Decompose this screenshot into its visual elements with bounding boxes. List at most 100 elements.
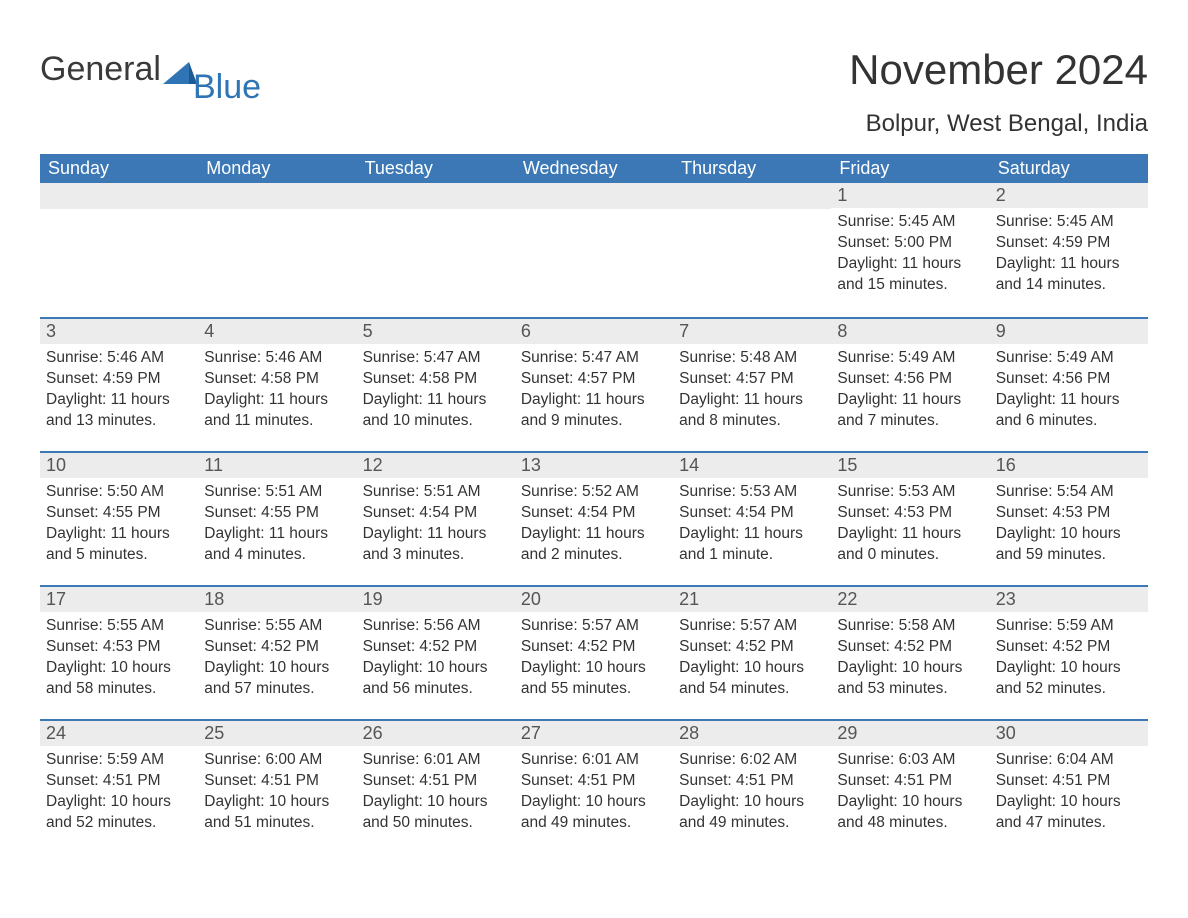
sunrise-text: Sunrise: 5:54 AM: [996, 482, 1142, 503]
daylight-text: Daylight: 10 hours and 54 minutes.: [679, 658, 825, 700]
calendar-day-cell: 20Sunrise: 5:57 AMSunset: 4:52 PMDayligh…: [515, 585, 673, 719]
day-details: Sunrise: 5:57 AMSunset: 4:52 PMDaylight:…: [515, 612, 673, 706]
daylight-text: Daylight: 10 hours and 51 minutes.: [204, 792, 350, 834]
sunset-text: Sunset: 4:53 PM: [46, 637, 192, 658]
calendar-day-cell: 30Sunrise: 6:04 AMSunset: 4:51 PMDayligh…: [990, 719, 1148, 853]
daylight-text: Daylight: 11 hours and 15 minutes.: [837, 254, 983, 296]
calendar-day-cell: 3Sunrise: 5:46 AMSunset: 4:59 PMDaylight…: [40, 317, 198, 451]
title-block: November 2024 Bolpur, West Bengal, India: [849, 20, 1148, 148]
weekday-header: Wednesday: [515, 154, 673, 183]
sunrise-text: Sunrise: 5:55 AM: [46, 616, 192, 637]
day-number: 11: [198, 451, 356, 478]
daylight-text: Daylight: 11 hours and 10 minutes.: [363, 390, 509, 432]
logo-text-blue: Blue: [193, 68, 261, 107]
calendar-day-cell: 29Sunrise: 6:03 AMSunset: 4:51 PMDayligh…: [831, 719, 989, 853]
day-details: Sunrise: 5:59 AMSunset: 4:51 PMDaylight:…: [40, 746, 198, 840]
sunrise-text: Sunrise: 5:52 AM: [521, 482, 667, 503]
day-number: [515, 183, 673, 209]
day-number: 21: [673, 585, 831, 612]
calendar-day-cell: 10Sunrise: 5:50 AMSunset: 4:55 PMDayligh…: [40, 451, 198, 585]
logo-text-general: General: [40, 50, 161, 89]
day-details: Sunrise: 5:48 AMSunset: 4:57 PMDaylight:…: [673, 344, 831, 438]
weekday-header-row: Sunday Monday Tuesday Wednesday Thursday…: [40, 154, 1148, 183]
weekday-header: Friday: [831, 154, 989, 183]
logo-triangle-icon: [163, 56, 197, 89]
sunrise-text: Sunrise: 5:53 AM: [679, 482, 825, 503]
calendar-day-cell: 1Sunrise: 5:45 AMSunset: 5:00 PMDaylight…: [831, 183, 989, 317]
sunset-text: Sunset: 4:57 PM: [521, 369, 667, 390]
sunset-text: Sunset: 4:56 PM: [837, 369, 983, 390]
day-number: 28: [673, 719, 831, 746]
day-number: 8: [831, 317, 989, 344]
day-details: Sunrise: 6:01 AMSunset: 4:51 PMDaylight:…: [515, 746, 673, 840]
sunset-text: Sunset: 4:51 PM: [521, 771, 667, 792]
calendar-day-cell: 21Sunrise: 5:57 AMSunset: 4:52 PMDayligh…: [673, 585, 831, 719]
sunset-text: Sunset: 4:51 PM: [837, 771, 983, 792]
calendar-day-cell: 15Sunrise: 5:53 AMSunset: 4:53 PMDayligh…: [831, 451, 989, 585]
day-number: 10: [40, 451, 198, 478]
day-number: [198, 183, 356, 209]
weekday-header: Sunday: [40, 154, 198, 183]
calendar-day-cell: 9Sunrise: 5:49 AMSunset: 4:56 PMDaylight…: [990, 317, 1148, 451]
daylight-text: Daylight: 10 hours and 52 minutes.: [46, 792, 192, 834]
day-number: [357, 183, 515, 209]
calendar-day-cell: 17Sunrise: 5:55 AMSunset: 4:53 PMDayligh…: [40, 585, 198, 719]
day-details: Sunrise: 6:00 AMSunset: 4:51 PMDaylight:…: [198, 746, 356, 840]
day-details: Sunrise: 5:49 AMSunset: 4:56 PMDaylight:…: [990, 344, 1148, 438]
sunrise-text: Sunrise: 5:55 AM: [204, 616, 350, 637]
day-number: 20: [515, 585, 673, 612]
calendar-day-cell: 22Sunrise: 5:58 AMSunset: 4:52 PMDayligh…: [831, 585, 989, 719]
day-details: Sunrise: 5:49 AMSunset: 4:56 PMDaylight:…: [831, 344, 989, 438]
calendar-week-row: 10Sunrise: 5:50 AMSunset: 4:55 PMDayligh…: [40, 451, 1148, 585]
sunset-text: Sunset: 4:51 PM: [679, 771, 825, 792]
day-number: 12: [357, 451, 515, 478]
sunrise-text: Sunrise: 6:02 AM: [679, 750, 825, 771]
day-number: 19: [357, 585, 515, 612]
sunrise-text: Sunrise: 6:00 AM: [204, 750, 350, 771]
day-number: 23: [990, 585, 1148, 612]
daylight-text: Daylight: 10 hours and 58 minutes.: [46, 658, 192, 700]
day-details: Sunrise: 5:58 AMSunset: 4:52 PMDaylight:…: [831, 612, 989, 706]
weekday-header: Monday: [198, 154, 356, 183]
day-number: 2: [990, 183, 1148, 208]
daylight-text: Daylight: 11 hours and 13 minutes.: [46, 390, 192, 432]
day-details: Sunrise: 5:45 AMSunset: 5:00 PMDaylight:…: [831, 208, 989, 302]
calendar-day-cell: [198, 183, 356, 317]
daylight-text: Daylight: 10 hours and 55 minutes.: [521, 658, 667, 700]
daylight-text: Daylight: 11 hours and 4 minutes.: [204, 524, 350, 566]
day-details: Sunrise: 6:04 AMSunset: 4:51 PMDaylight:…: [990, 746, 1148, 840]
sunrise-text: Sunrise: 5:48 AM: [679, 348, 825, 369]
sunset-text: Sunset: 4:58 PM: [363, 369, 509, 390]
day-number: 30: [990, 719, 1148, 746]
sunrise-text: Sunrise: 5:56 AM: [363, 616, 509, 637]
calendar-day-cell: 5Sunrise: 5:47 AMSunset: 4:58 PMDaylight…: [357, 317, 515, 451]
calendar-day-cell: 2Sunrise: 5:45 AMSunset: 4:59 PMDaylight…: [990, 183, 1148, 317]
daylight-text: Daylight: 10 hours and 47 minutes.: [996, 792, 1142, 834]
calendar-day-cell: 11 Sunrise: 5:51 AMSunset: 4:55 PMDayligh…: [198, 451, 356, 585]
day-number: 15: [831, 451, 989, 478]
sunset-text: Sunset: 4:53 PM: [837, 503, 983, 524]
sunset-text: Sunset: 4:52 PM: [204, 637, 350, 658]
sunset-text: Sunset: 4:52 PM: [363, 637, 509, 658]
sunset-text: Sunset: 4:55 PM: [46, 503, 192, 524]
day-details: Sunrise: 5:55 AMSunset: 4:53 PMDaylight:…: [40, 612, 198, 706]
sunrise-text: Sunrise: 6:03 AM: [837, 750, 983, 771]
daylight-text: Daylight: 11 hours and 1 minute.: [679, 524, 825, 566]
calendar-day-cell: 6Sunrise: 5:47 AMSunset: 4:57 PMDaylight…: [515, 317, 673, 451]
sunset-text: Sunset: 4:51 PM: [204, 771, 350, 792]
month-title: November 2024: [849, 46, 1148, 94]
sunrise-text: Sunrise: 6:04 AM: [996, 750, 1142, 771]
day-details: Sunrise: 5:46 AMSunset: 4:59 PMDaylight:…: [40, 344, 198, 438]
calendar-day-cell: [40, 183, 198, 317]
sunrise-text: Sunrise: 5:51 AM: [363, 482, 509, 503]
day-details: Sunrise: 5:57 AMSunset: 4:52 PMDaylight:…: [673, 612, 831, 706]
sunset-text: Sunset: 4:55 PM: [204, 503, 350, 524]
day-number: 7: [673, 317, 831, 344]
daylight-text: Daylight: 11 hours and 7 minutes.: [837, 390, 983, 432]
day-number: 24: [40, 719, 198, 746]
sunrise-text: Sunrise: 5:51 AM: [204, 482, 350, 503]
sunset-text: Sunset: 4:51 PM: [363, 771, 509, 792]
calendar-day-cell: 26Sunrise: 6:01 AMSunset: 4:51 PMDayligh…: [357, 719, 515, 853]
day-details: Sunrise: 6:02 AMSunset: 4:51 PMDaylight:…: [673, 746, 831, 840]
calendar-week-row: 3Sunrise: 5:46 AMSunset: 4:59 PMDaylight…: [40, 317, 1148, 451]
